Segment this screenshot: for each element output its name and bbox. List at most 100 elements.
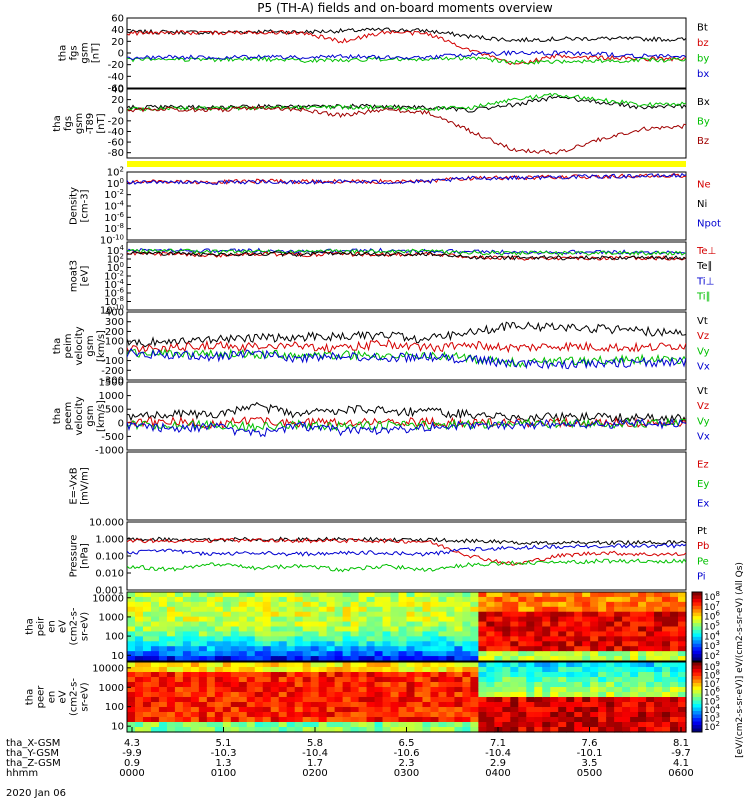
spectro-cell xyxy=(566,626,575,633)
spectro-cell xyxy=(414,682,424,688)
spectro-cell xyxy=(494,631,503,637)
spectro-cell xyxy=(214,631,224,637)
spectro-cell xyxy=(127,656,136,662)
spectro-cell xyxy=(350,592,360,598)
spectro-cell xyxy=(654,717,663,723)
spectro-cell xyxy=(590,656,599,662)
spectro-cell xyxy=(430,636,440,642)
spectro-cell xyxy=(238,606,248,613)
spectro-cell xyxy=(406,592,416,598)
spectro-cell xyxy=(374,606,384,613)
spectro-cell xyxy=(422,727,432,733)
spectro-cell xyxy=(422,692,432,698)
spectro-cell xyxy=(518,677,527,683)
colorbar-cell xyxy=(692,725,702,729)
colorbar-cell xyxy=(692,672,702,677)
spectro-cell xyxy=(486,687,495,693)
spectro-cell xyxy=(462,611,471,618)
spectro-cell xyxy=(142,621,152,628)
spectro-cell xyxy=(478,722,487,728)
spectro-cell xyxy=(494,606,503,613)
spectro-cell xyxy=(310,596,320,603)
spectro-cell xyxy=(478,692,487,698)
ephemeris-value: 1.7 xyxy=(307,758,323,769)
spectro-cell xyxy=(670,596,679,603)
spectro-cell xyxy=(606,692,615,698)
spectro-cell xyxy=(622,702,631,708)
spectro-cell xyxy=(174,712,184,718)
spectro-cell xyxy=(294,592,304,598)
spectro-cell xyxy=(246,621,256,628)
spectro-cell xyxy=(582,707,591,713)
spectro-cell xyxy=(606,702,615,708)
spectro-cell xyxy=(246,717,256,723)
series-group xyxy=(127,247,686,261)
spectro-cell xyxy=(158,601,168,608)
spectro-cell xyxy=(430,687,440,693)
spectro-cell xyxy=(494,616,503,623)
spectro-cell xyxy=(358,702,368,708)
spectro-cell xyxy=(206,601,216,608)
spectro-cell xyxy=(174,697,184,703)
panel-peim_velocity: 4003002001000-100-200-300thapeimvelocity… xyxy=(52,308,710,387)
spectro-cell xyxy=(182,606,192,613)
spectro-cell xyxy=(286,611,296,618)
spectro-cell xyxy=(262,601,272,608)
spectro-cell xyxy=(374,692,384,698)
spectro-cell xyxy=(366,601,376,608)
legend-Vt: Vt xyxy=(697,316,708,327)
spectro-cell xyxy=(422,667,432,673)
y-tick-label: 300 xyxy=(105,317,124,328)
y-tick-label: -20 xyxy=(108,116,124,127)
spectro-cell xyxy=(326,692,336,698)
spectro-cell xyxy=(478,646,487,652)
spectro-cell xyxy=(326,702,336,708)
panel-frame xyxy=(126,17,687,89)
spectro-cell xyxy=(190,626,200,633)
spectro-cell xyxy=(438,687,448,693)
spectro-cell xyxy=(127,596,136,603)
spectro-cell xyxy=(614,616,623,623)
spectro-cell xyxy=(558,601,567,608)
spectro-cell xyxy=(262,702,272,708)
spectro-cell xyxy=(454,641,463,647)
spectro-cell xyxy=(334,722,344,728)
spectro-cell xyxy=(166,677,176,683)
colorbar-frame xyxy=(691,661,703,733)
spectro-cell xyxy=(198,592,208,598)
spectro-cell xyxy=(494,611,503,618)
spectro-cell xyxy=(638,662,647,668)
spectro-cell xyxy=(422,626,432,633)
spectro-cell xyxy=(542,651,551,657)
spectro-cell xyxy=(342,687,352,693)
spectro-cell xyxy=(534,651,543,657)
spectro-cell xyxy=(446,682,456,688)
spectro-cell xyxy=(654,601,663,608)
colorbar-cell xyxy=(692,609,702,614)
spectro-cell xyxy=(206,722,216,728)
spectro-cell xyxy=(366,621,376,628)
spectro-cell xyxy=(278,651,288,657)
spectro-cell xyxy=(510,662,519,668)
spectro-cell xyxy=(614,667,623,673)
spectro-cell xyxy=(462,596,471,603)
spectro-cell xyxy=(398,712,408,718)
spectro-cell xyxy=(206,651,216,657)
spectro-cell xyxy=(198,667,208,673)
spectro-cell xyxy=(190,606,200,613)
spectro-cell xyxy=(550,722,559,728)
spectro-cell xyxy=(646,717,655,723)
spectro-cell xyxy=(134,707,144,713)
spectro-cell xyxy=(174,626,184,633)
spectro-cell xyxy=(254,722,264,728)
spectro-cell xyxy=(374,626,384,633)
spectro-cell xyxy=(478,672,487,678)
spectro-cell xyxy=(166,687,176,693)
spectro-cell xyxy=(614,697,623,703)
spectro-cell xyxy=(518,662,527,668)
spectro-cell xyxy=(166,592,176,598)
ephemeris-label: tha_Z-GSM xyxy=(6,758,61,769)
spectro-cell xyxy=(414,692,424,698)
spectro-cell xyxy=(222,616,232,623)
spectro-cell xyxy=(134,626,144,633)
